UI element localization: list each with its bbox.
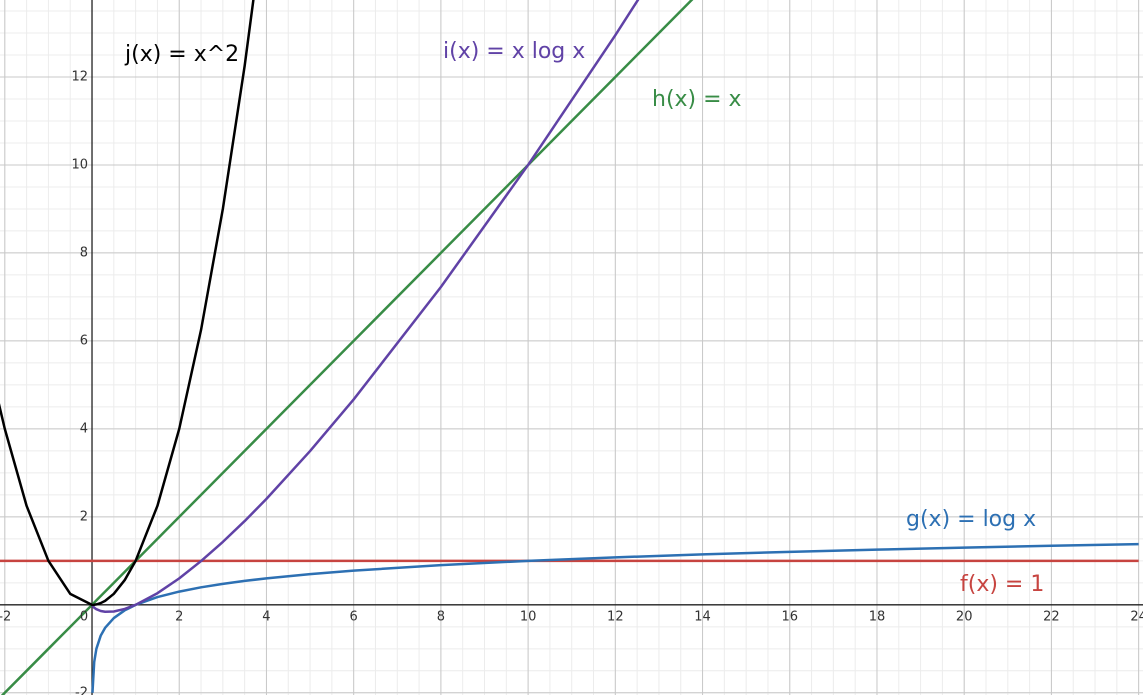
x-tick-label: 22 (1043, 609, 1060, 624)
x-tick-label: 8 (437, 609, 445, 624)
x-tick-label: 16 (781, 609, 798, 624)
x-tick-label: 4 (262, 609, 270, 624)
x-tick-label: 20 (956, 609, 973, 624)
x-tick-label: 24 (1130, 609, 1143, 624)
y-tick-label: 8 (80, 245, 88, 260)
y-tick-label: 12 (71, 69, 88, 84)
y-tick-label: 4 (80, 421, 88, 436)
x-tick-label: 14 (694, 609, 711, 624)
curve-label: j(x) = x^2 (124, 42, 239, 67)
x-tick-label: 0 (80, 609, 88, 624)
y-tick-label: -2 (75, 685, 88, 695)
curve (91, 542, 1139, 693)
curve (90, 0, 640, 613)
curve-label: h(x) = x (652, 87, 742, 112)
y-tick-label: 6 (80, 333, 88, 348)
curve-label: i(x) = x log x (443, 39, 585, 64)
y-tick-label: 2 (80, 509, 88, 524)
x-tick-label: 2 (175, 609, 183, 624)
x-tick-label: 12 (607, 609, 624, 624)
x-tick-label: 10 (520, 609, 537, 624)
curve-label: f(x) = 1 (960, 572, 1044, 597)
curve-label: g(x) = log x (906, 507, 1036, 532)
curve (0, 0, 255, 607)
x-tick-label: -2 (0, 609, 11, 624)
y-tick-label: 10 (71, 157, 88, 172)
x-tick-label: 18 (869, 609, 886, 624)
x-tick-label: 6 (350, 609, 358, 624)
